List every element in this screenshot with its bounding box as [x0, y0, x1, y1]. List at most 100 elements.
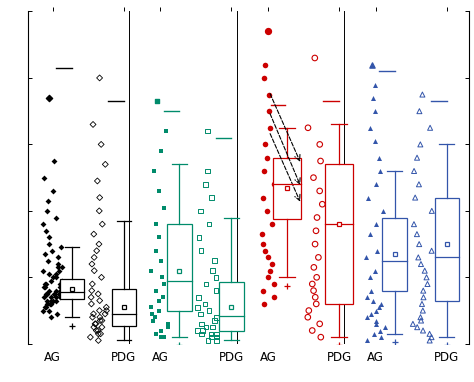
- Point: [50, 298, 57, 304]
- Point: [311, 241, 319, 247]
- Point: [204, 168, 211, 174]
- Point: [418, 301, 426, 307]
- Point: [158, 257, 165, 264]
- Point: [212, 274, 220, 280]
- Point: [42, 304, 50, 310]
- Point: [88, 288, 96, 294]
- Point: [310, 288, 318, 294]
- Point: [198, 331, 205, 337]
- Point: [94, 291, 102, 297]
- Point: [40, 284, 47, 290]
- Point: [40, 268, 47, 274]
- Point: [53, 288, 60, 294]
- Point: [415, 181, 423, 187]
- Point: [56, 281, 64, 287]
- Point: [365, 194, 372, 201]
- Point: [311, 55, 319, 61]
- Point: [428, 248, 436, 254]
- Point: [92, 321, 100, 327]
- Point: [96, 314, 104, 320]
- Point: [47, 298, 55, 304]
- Point: [264, 274, 272, 280]
- Point: [421, 268, 428, 274]
- Point: [56, 288, 64, 294]
- Point: [195, 235, 203, 241]
- Point: [47, 278, 55, 284]
- Point: [207, 331, 215, 337]
- Point: [201, 181, 209, 187]
- Point: [55, 291, 63, 297]
- Point: [99, 221, 106, 227]
- Point: [149, 317, 157, 324]
- Point: [410, 168, 418, 174]
- Point: [45, 241, 53, 247]
- Point: [159, 294, 167, 300]
- Point: [93, 248, 100, 254]
- Point: [315, 254, 322, 261]
- Point: [309, 281, 316, 287]
- Point: [259, 194, 266, 201]
- Bar: [112, 289, 136, 325]
- Point: [270, 294, 277, 300]
- Point: [152, 221, 160, 227]
- Point: [310, 175, 317, 181]
- Point: [316, 321, 323, 327]
- Point: [381, 324, 389, 330]
- Point: [97, 331, 104, 337]
- Point: [91, 268, 98, 274]
- Point: [47, 301, 55, 307]
- Point: [96, 75, 103, 81]
- Point: [413, 324, 421, 330]
- Point: [376, 327, 383, 333]
- Point: [409, 321, 417, 327]
- Point: [212, 337, 220, 343]
- Point: [258, 231, 265, 237]
- Point: [53, 274, 60, 280]
- Point: [417, 317, 425, 324]
- Bar: [273, 158, 301, 219]
- Point: [194, 304, 201, 310]
- Point: [371, 81, 379, 87]
- Point: [147, 304, 155, 310]
- Point: [373, 321, 380, 327]
- Point: [40, 221, 47, 227]
- Point: [50, 291, 58, 297]
- Point: [304, 125, 312, 131]
- Point: [366, 274, 374, 280]
- Point: [155, 298, 163, 304]
- Point: [261, 168, 268, 174]
- Point: [270, 181, 278, 187]
- Point: [91, 254, 98, 261]
- Point: [373, 221, 380, 227]
- Point: [95, 241, 103, 247]
- Point: [87, 334, 94, 340]
- Point: [213, 314, 220, 320]
- Point: [369, 95, 377, 101]
- Point: [417, 141, 424, 147]
- Point: [213, 331, 220, 337]
- Point: [54, 261, 61, 267]
- Point: [305, 308, 312, 314]
- Point: [371, 138, 379, 144]
- Point: [372, 308, 379, 314]
- Point: [380, 281, 387, 287]
- Point: [374, 248, 381, 254]
- Point: [416, 108, 423, 114]
- Point: [101, 311, 109, 317]
- Point: [319, 201, 326, 207]
- Point: [210, 257, 218, 264]
- Point: [313, 274, 320, 280]
- Point: [366, 231, 374, 237]
- Point: [271, 281, 278, 287]
- Point: [205, 221, 213, 227]
- Point: [194, 327, 201, 333]
- Point: [52, 294, 60, 300]
- Point: [55, 254, 62, 261]
- Point: [377, 334, 385, 340]
- Point: [50, 158, 58, 164]
- Point: [264, 28, 272, 34]
- Point: [377, 168, 384, 174]
- Point: [209, 324, 217, 330]
- Point: [194, 294, 202, 300]
- Point: [426, 125, 434, 131]
